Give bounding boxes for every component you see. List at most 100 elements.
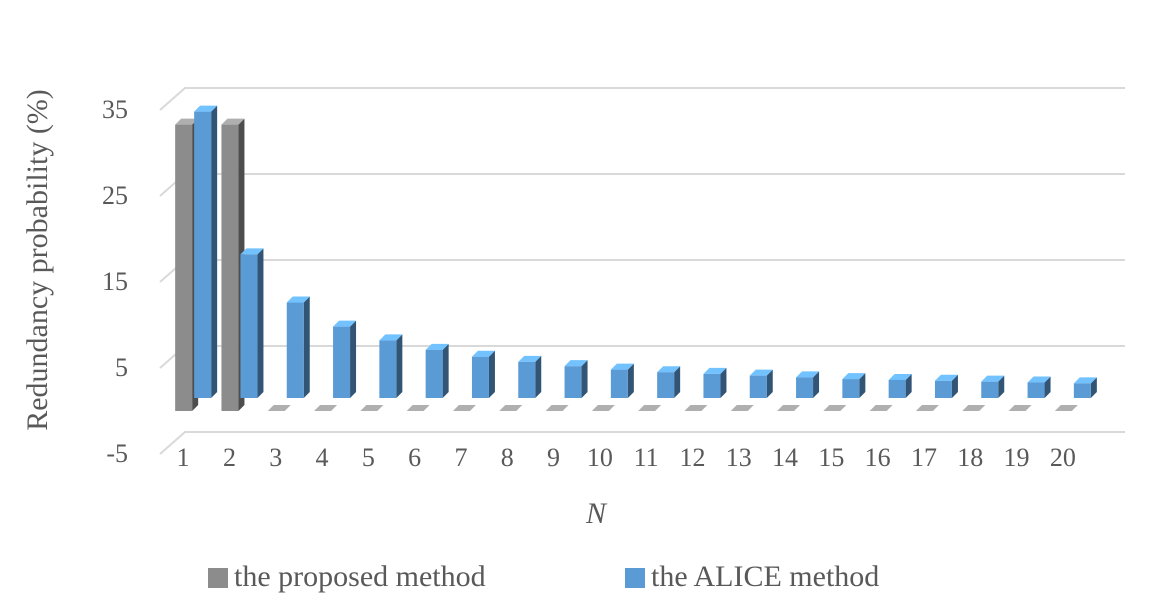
y-tick-label: -5 (106, 439, 128, 468)
x-tick-label: 1 (177, 443, 190, 472)
bar-face (842, 373, 866, 380)
x-tick-label: 7 (454, 443, 467, 472)
bar (915, 405, 939, 411)
x-tick-label: 14 (772, 443, 798, 472)
bar-face (267, 405, 291, 411)
bar-face (442, 343, 449, 398)
bar (564, 360, 588, 398)
x-tick-label: 3 (269, 443, 282, 472)
bar (1008, 405, 1032, 411)
bar-face (1008, 405, 1032, 411)
bar-face (175, 124, 193, 412)
x-tick-label: 2 (223, 443, 236, 472)
bar-face (471, 356, 489, 398)
bar-face (981, 375, 1005, 382)
bar-face (796, 371, 820, 378)
bar-face (703, 373, 721, 398)
bar (981, 375, 1005, 398)
x-tick-label: 17 (911, 443, 937, 472)
bar (286, 296, 310, 398)
x-tick-label: 18 (957, 443, 983, 472)
bar-face (962, 405, 986, 411)
bar-face (888, 373, 912, 380)
bar-face (518, 355, 542, 362)
x-tick-label: 4 (316, 443, 329, 472)
grid-line (159, 173, 1125, 197)
bar-face (350, 320, 357, 398)
bar-face (194, 111, 212, 399)
bar (406, 405, 430, 411)
bar-face (425, 343, 449, 350)
bar (962, 405, 986, 411)
bar-face (951, 374, 958, 398)
x-tick-label: 20 (1050, 443, 1076, 472)
bar-face (175, 118, 199, 125)
bar-face (796, 377, 814, 398)
bar (869, 405, 893, 411)
bar-face (842, 379, 860, 398)
bar-face (869, 405, 893, 411)
bar-face (379, 334, 403, 341)
bar-face (194, 105, 218, 112)
bar-face (684, 405, 708, 411)
x-axis-label: N (585, 497, 608, 530)
y-tick-label: 25 (102, 181, 128, 210)
bar-face (981, 381, 999, 398)
bar-face (749, 375, 767, 398)
y-tick-label: 5 (115, 353, 128, 382)
y-axis-label: Redundancy probability (%) (21, 89, 54, 431)
x-tick-label: 9 (547, 443, 560, 472)
bar-face (749, 369, 773, 376)
bar (703, 367, 727, 398)
bar-face (221, 118, 245, 125)
bar-face (1073, 377, 1097, 384)
grid-line (159, 87, 1125, 111)
bar-face (406, 405, 430, 411)
bar-face (1054, 405, 1078, 411)
bar-face (934, 380, 952, 398)
bar (796, 371, 820, 398)
bar-face (257, 248, 264, 398)
bar-face (221, 124, 239, 412)
bar-face (720, 367, 727, 398)
bar (888, 373, 912, 398)
bar (499, 405, 523, 411)
bar-face (286, 296, 310, 303)
bar (471, 350, 495, 398)
bar-face (703, 367, 727, 374)
bar-face (535, 355, 542, 398)
bar-face (766, 369, 773, 398)
legend-swatch (625, 568, 645, 588)
bar-face (333, 326, 351, 398)
bar-face (859, 373, 866, 398)
bar-face (657, 372, 675, 398)
bar (452, 405, 476, 411)
bar (591, 405, 615, 411)
bar-face (1027, 376, 1051, 383)
bar (684, 405, 708, 411)
bar-face (610, 363, 634, 370)
x-tick-label: 13 (726, 443, 752, 472)
bar-face (471, 350, 495, 357)
bar-face (638, 405, 662, 411)
bar (638, 405, 662, 411)
bar (730, 405, 754, 411)
bar-face (314, 405, 338, 411)
bar-face (1073, 383, 1091, 398)
bar-face (240, 254, 258, 398)
bar-face (518, 361, 536, 398)
bar (425, 343, 449, 398)
legend-label: the proposed method (234, 560, 486, 593)
bar (267, 405, 291, 411)
bar (379, 334, 403, 398)
bar-face (499, 405, 523, 411)
x-tick-label: 6 (408, 443, 421, 472)
x-tick-label: 16 (865, 443, 891, 472)
legend-label: the ALICE method (651, 560, 879, 593)
bar-face (1090, 377, 1097, 398)
bar-face (379, 340, 397, 398)
bar (823, 405, 847, 411)
bar (518, 355, 542, 398)
bar-face (730, 405, 754, 411)
